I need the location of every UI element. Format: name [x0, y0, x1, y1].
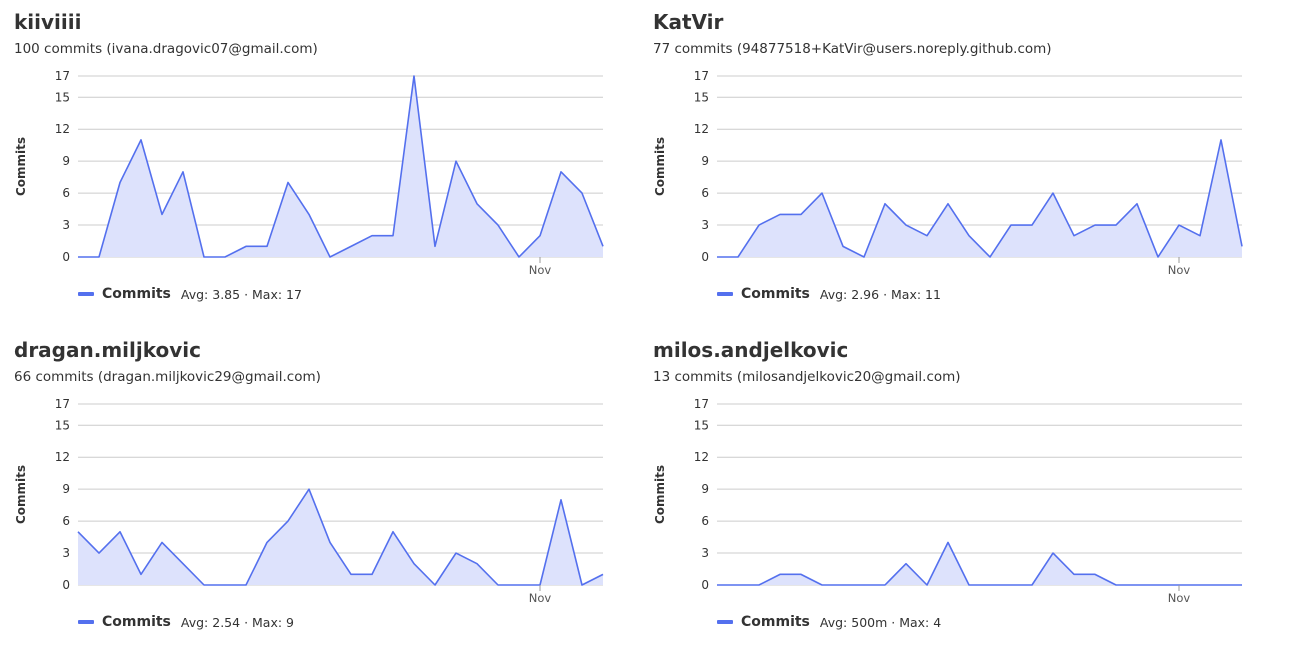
y-tick-label: 12: [55, 450, 70, 464]
y-tick-label: 6: [62, 186, 70, 200]
stat-separator: ·: [887, 614, 900, 630]
x-tick-label: Nov: [529, 263, 552, 277]
legend-swatch: [78, 620, 94, 624]
contributor-name[interactable]: KatVir: [653, 10, 724, 34]
y-tick-label: 9: [62, 482, 70, 496]
y-tick-label: 9: [701, 154, 709, 168]
max-value: 11: [925, 286, 941, 302]
legend[interactable]: Commits Avg: 500m · Max: 4: [717, 614, 941, 630]
legend-series-name: Commits: [102, 286, 171, 302]
y-tick-label: 0: [701, 250, 709, 264]
avg-label: Avg:: [819, 614, 852, 630]
series-area: [717, 542, 1242, 585]
legend-swatch: [78, 292, 94, 296]
y-tick-label: 6: [62, 514, 70, 528]
legend-swatch: [717, 620, 733, 624]
y-tick-label: 17: [55, 397, 70, 411]
y-tick-label: 15: [694, 418, 709, 432]
series-line: [78, 75, 604, 258]
avg-value: 2.54: [212, 614, 241, 630]
y-axis-title: Commits: [14, 465, 28, 524]
max-label: Max:: [899, 614, 934, 630]
commits-chart: 0 3 6 9 12 15 17 Commits Nov: [653, 397, 1243, 605]
legend[interactable]: Commits Avg: 2.54 · Max: 9: [78, 614, 294, 630]
max-value: 9: [286, 614, 294, 630]
series-line: [717, 139, 1243, 258]
y-tick-label: 9: [701, 482, 709, 496]
y-tick-label: 0: [701, 578, 709, 592]
contributor-subtitle: 100 commits (ivana.dragovic07@gmail.com): [14, 41, 318, 57]
y-tick-label: 0: [62, 578, 70, 592]
y-tick-label: 12: [55, 122, 70, 136]
y-tick-label: 3: [701, 218, 709, 232]
legend-stats: Avg: 2.96 · Max: 11: [820, 287, 941, 302]
y-tick-label: 17: [694, 397, 709, 411]
legend-swatch: [717, 292, 733, 296]
legend-series-name: Commits: [102, 614, 171, 630]
y-tick-label: 6: [701, 186, 709, 200]
avg-value: 500m: [851, 614, 888, 630]
x-tick-label: Nov: [529, 591, 552, 605]
contributor-name[interactable]: milos.andjelkovic: [653, 338, 849, 362]
max-label: Max:: [252, 286, 287, 302]
stat-separator: ·: [879, 286, 892, 302]
panel-1: KatVir 77 commits (94877518+KatVir@users…: [653, 0, 1273, 320]
avg-value: 2.96: [851, 286, 880, 302]
panel-3: milos.andjelkovic 13 commits (milosandje…: [653, 328, 1273, 648]
y-axis-title: Commits: [653, 465, 667, 524]
avg-value: 3.85: [212, 286, 241, 302]
series-area: [78, 76, 603, 257]
y-axis-title: Commits: [653, 137, 667, 196]
x-tick-label: Nov: [1168, 263, 1191, 277]
series-line: [77, 488, 604, 586]
max-value: 17: [286, 286, 302, 302]
stat-separator: ·: [240, 286, 253, 302]
contributor-subtitle: 13 commits (milosandjelkovic20@gmail.com…: [653, 369, 961, 385]
legend[interactable]: Commits Avg: 2.96 · Max: 11: [717, 286, 941, 302]
legend-stats: Avg: 500m · Max: 4: [820, 615, 941, 630]
series-area: [717, 139, 1242, 257]
y-tick-label: 3: [62, 218, 70, 232]
y-tick-label: 9: [62, 154, 70, 168]
stat-separator: ·: [240, 614, 253, 630]
y-axis-title: Commits: [14, 137, 28, 196]
y-tick-label: 17: [694, 69, 709, 83]
legend-stats: Avg: 3.85 · Max: 17: [181, 287, 302, 302]
y-tick-label: 12: [694, 122, 709, 136]
avg-label: Avg:: [180, 614, 213, 630]
x-tick-label: Nov: [1168, 591, 1191, 605]
commits-chart: 0 3 6 9 12 15 17 Commits Nov: [14, 69, 604, 277]
series-area: [78, 489, 603, 585]
y-tick-label: 15: [694, 90, 709, 104]
contributor-name[interactable]: dragan.miljkovic: [14, 338, 201, 362]
y-tick-label: 12: [694, 450, 709, 464]
y-tick-label: 3: [62, 546, 70, 560]
y-tick-label: 17: [55, 69, 70, 83]
max-label: Max:: [252, 614, 287, 630]
y-tick-label: 6: [701, 514, 709, 528]
contributor-subtitle: 77 commits (94877518+KatVir@users.norepl…: [653, 41, 1052, 57]
commits-chart: 0 3 6 9 12 15 17 Commits Nov: [653, 69, 1243, 277]
max-label: Max:: [891, 286, 926, 302]
legend-series-name: Commits: [741, 614, 810, 630]
legend[interactable]: Commits Avg: 3.85 · Max: 17: [78, 286, 302, 302]
y-tick-label: 0: [62, 250, 70, 264]
panel-0: kiiviiii 100 commits (ivana.dragovic07@g…: [14, 0, 634, 320]
y-tick-label: 15: [55, 90, 70, 104]
avg-label: Avg:: [180, 286, 213, 302]
contributor-subtitle: 66 commits (dragan.miljkovic29@gmail.com…: [14, 369, 321, 385]
commits-chart: 0 3 6 9 12 15 17 Commits Nov: [14, 397, 604, 605]
y-tick-label: 3: [701, 546, 709, 560]
legend-stats: Avg: 2.54 · Max: 9: [181, 615, 294, 630]
y-tick-label: 15: [55, 418, 70, 432]
max-value: 4: [933, 614, 942, 630]
panel-2: dragan.miljkovic 66 commits (dragan.milj…: [14, 328, 634, 648]
legend-series-name: Commits: [741, 286, 810, 302]
avg-label: Avg:: [819, 286, 852, 302]
contributor-name[interactable]: kiiviiii: [14, 10, 82, 34]
series-line: [717, 541, 1242, 586]
